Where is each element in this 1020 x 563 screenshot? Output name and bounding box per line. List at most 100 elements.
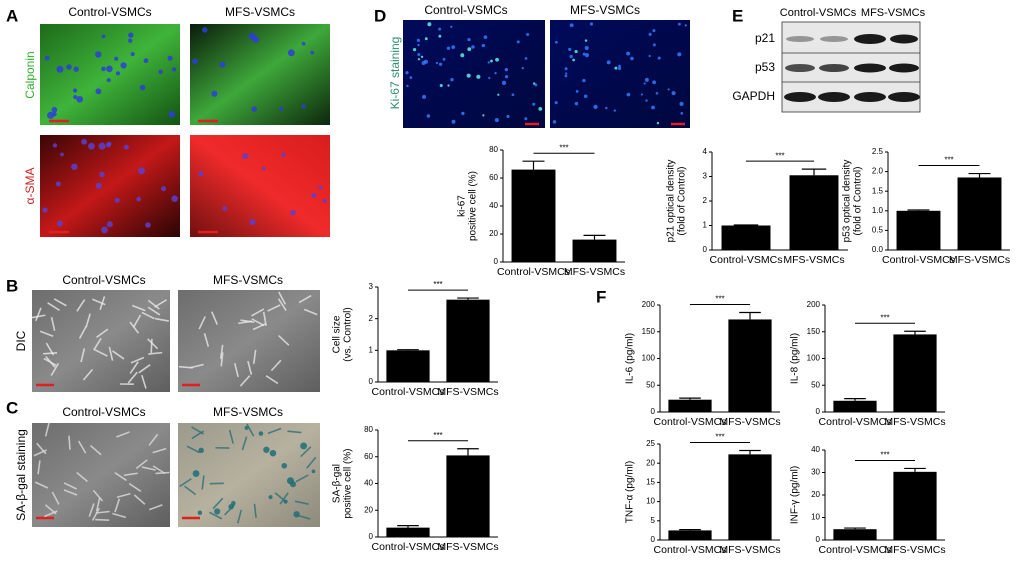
cell-streak [148, 433, 159, 446]
y-axis-label: SA-β-gal [332, 464, 343, 503]
cell-streak [247, 360, 253, 375]
y-tick-label: 25 [646, 439, 655, 448]
cell-dot [671, 91, 676, 96]
cell-dot [95, 182, 102, 189]
y-tick-label: 200 [642, 300, 656, 309]
cell-streak [265, 375, 279, 385]
error-bar [457, 297, 479, 300]
row-label: α-SMA [23, 168, 37, 205]
cell-streak [50, 363, 60, 376]
cell-dot [281, 462, 288, 469]
significance-label: *** [559, 143, 568, 152]
row-label: p21 [755, 31, 775, 45]
bar-chart: 0 1 2 3 4 Control-VSMCs MFS-VSMCs *** p21 optica… [666, 147, 848, 266]
cell-streak [36, 442, 47, 455]
cell-dot [60, 152, 64, 157]
error-bar [801, 168, 827, 176]
cell-streak [147, 299, 160, 310]
cell-dot [130, 52, 135, 57]
cell-streak [219, 344, 224, 359]
y-tick-label: 0 [703, 245, 708, 254]
cell-dot [564, 74, 568, 78]
column-label: Control-VSMCs [68, 5, 151, 19]
error-bar [904, 467, 926, 472]
cell-streak [277, 298, 287, 311]
y-tick-label: 40 [364, 479, 373, 488]
x-tick-label: MFS-VSMCs [783, 254, 844, 266]
cell-streak [129, 321, 140, 334]
cell-streak [191, 430, 205, 440]
cell-streak [241, 436, 248, 451]
y-tick-label: 40 [811, 445, 820, 454]
cell-dot [269, 449, 277, 457]
cell-streak [252, 349, 257, 364]
cell-dot [451, 45, 456, 50]
cell-streak [211, 311, 218, 325]
cell-dot [106, 78, 111, 83]
y-axis-label: ki-67 [457, 195, 468, 217]
cell-streak [88, 503, 95, 517]
y-tick-label: 50 [646, 380, 655, 389]
y-tick-label: 1 [703, 221, 708, 230]
cell-dot [283, 499, 288, 504]
bar [893, 471, 937, 540]
y-tick-label: 150 [807, 327, 821, 336]
cell-dot [161, 186, 167, 192]
significance-label: *** [715, 433, 724, 442]
cell-dot [51, 106, 58, 113]
y-tick-label: 0 [494, 257, 499, 266]
cell-dot [648, 32, 652, 36]
cell-streak [78, 325, 87, 339]
y-tick-label: 100 [642, 354, 656, 363]
cell-streak [80, 348, 86, 363]
column-label: Control-VSMCs [62, 273, 145, 287]
y-tick-label: 3 [703, 172, 708, 181]
cell-dot [476, 74, 481, 79]
cell-dot [606, 60, 611, 65]
cell-dot [171, 195, 178, 202]
y-tick-label: 2 [703, 196, 708, 205]
bar [668, 530, 712, 540]
y-tick-label: 5 [651, 516, 656, 525]
cell-streak [127, 371, 138, 384]
cell-dot [106, 65, 113, 73]
cell-dot [81, 138, 88, 145]
cell-streak [251, 318, 265, 327]
error-bar [739, 311, 761, 320]
bar [446, 299, 490, 382]
cell-dot [426, 114, 431, 118]
cell-dot [652, 29, 656, 33]
cell-streak [278, 291, 287, 305]
cell-dot [467, 47, 472, 52]
cell-dot [318, 185, 323, 190]
cell-dot [450, 25, 453, 28]
cell-dot [511, 93, 515, 97]
bar [446, 455, 490, 537]
cell-streak [44, 422, 50, 437]
y-tick-label: 15 [646, 478, 655, 487]
cell-streak [76, 299, 86, 312]
y-axis-label: IL-6 (pg/ml) [625, 333, 636, 384]
cell-dot [99, 171, 105, 178]
cell-streak [63, 489, 78, 496]
y-tick-label: 60 [364, 452, 373, 461]
significance-label: *** [433, 431, 442, 440]
cell-dot [55, 181, 61, 187]
y-tick-label: 80 [489, 145, 498, 154]
panel-letter: E [732, 6, 743, 25]
cell-dot [406, 84, 409, 88]
cell-dot [538, 106, 543, 111]
cell-dot [71, 163, 78, 171]
bar [511, 169, 556, 262]
cell-dot [145, 222, 151, 228]
bar [893, 334, 937, 412]
cell-dot [626, 51, 631, 56]
cell-streak [233, 363, 239, 378]
panel-letter: B [6, 276, 18, 295]
cell-dot [138, 167, 146, 175]
cell-dot [614, 66, 618, 70]
cell-dot [114, 56, 119, 61]
cell-streak [92, 489, 104, 502]
cell-dot [252, 36, 260, 43]
